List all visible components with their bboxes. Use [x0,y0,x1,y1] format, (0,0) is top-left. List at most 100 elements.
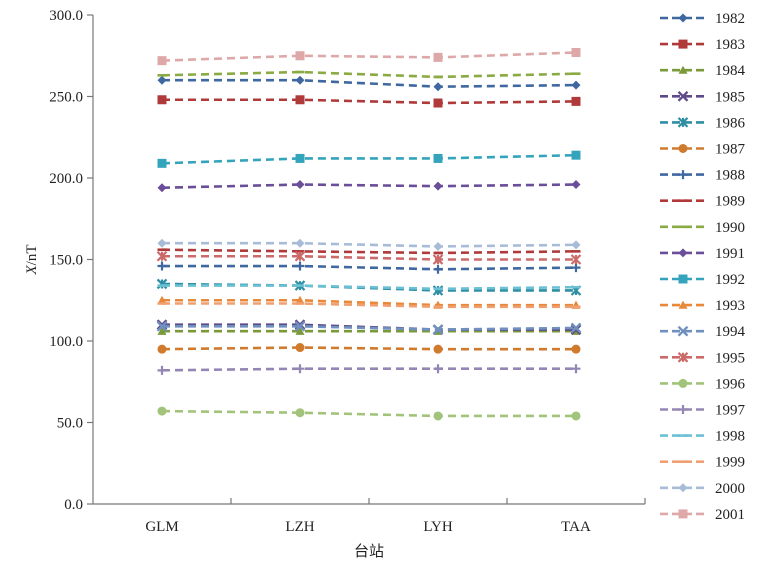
legend-marker [678,248,688,258]
data-point [433,98,443,108]
x-tick-label: TAA [561,519,591,535]
data-point [571,150,581,160]
legend-label: 1983 [715,37,745,53]
legend-label: 1987 [715,142,746,158]
chart-axes: 0.0 50.0 100.0 150.0 200.0 250.0 300.0 GLM LZH LY… [49,8,646,535]
data-point [295,238,305,248]
x-tick-label: LZH [285,519,314,535]
legend-item: 2001 [660,507,745,523]
legend-item: 2000 [660,481,745,497]
legend-label: 2000 [715,481,745,497]
data-point [294,320,306,332]
legend-marker [678,13,688,23]
legend-label: 1995 [715,350,745,366]
series-1982 [157,75,581,92]
series-line [161,346,576,351]
legend-marker [677,117,689,128]
data-point [295,95,305,105]
data-point [433,241,443,251]
data-point [295,51,305,61]
series-line [162,78,577,89]
series-1989 [157,248,581,255]
data-point [571,344,581,354]
series-1987 [157,343,581,354]
series-line [162,254,576,261]
legend-item: 1990 [660,220,745,236]
data-point [433,52,443,62]
series-1999 [157,302,581,309]
data-point [433,153,443,163]
series-line [161,409,576,418]
y-axis-title: X/nT [24,244,40,275]
data-point [156,320,168,332]
legend-item: 1987 [660,142,746,158]
series-1990 [157,70,581,79]
legend-item: 1993 [660,298,745,314]
legend-label: 2001 [715,507,745,523]
series-1988 [157,261,581,274]
data-point [156,250,168,262]
legend-label: 1984 [715,63,746,79]
series-1994 [156,320,582,335]
legend-marker [678,509,688,519]
data-point [157,261,167,271]
data-point [157,326,167,335]
legend-label: 1998 [715,429,745,445]
legend-item: 1992 [660,272,745,288]
series-line [161,70,577,79]
series-line [161,248,577,255]
data-point [570,254,582,265]
legend-marker [678,483,688,493]
legend-marker [678,300,688,309]
legend-item: 1996 [660,376,746,392]
legend-label: 1993 [715,298,745,314]
data-point [295,261,305,271]
legend-item: 1999 [660,455,745,471]
series-line [161,51,577,62]
data-point [156,278,168,290]
data-point [295,180,305,190]
series-line [162,298,576,307]
data-point [433,82,443,92]
legend-label: 1991 [715,246,745,262]
legend-item: 1982 [660,11,745,27]
data-point [433,181,443,191]
data-point [432,324,444,335]
series-line [162,325,577,331]
legend-item: 1984 [660,63,746,79]
series-1991 [157,180,581,193]
data-point [295,364,305,374]
x-axis-title: 台站 [354,542,384,560]
legend-label: 1999 [715,455,745,471]
y-tick-label: 150.0 [49,253,83,269]
series-1998 [157,284,581,291]
legend-item: 1998 [660,429,745,445]
legend-label: 1990 [715,220,745,236]
data-point [157,95,167,105]
series-1995 [156,250,582,265]
legend-marker [677,325,689,337]
y-tick-label: 0.0 [64,497,83,513]
legend-label: 1996 [715,376,746,392]
legend-marker [678,274,688,284]
legend-item: 1995 [660,350,745,366]
data-point [157,238,167,248]
data-point [433,364,443,374]
legend-item: 1988 [660,168,745,184]
series-2000 [157,238,581,251]
y-tick-label: 200.0 [49,171,83,187]
x-tick-label: GLM [145,519,178,535]
data-point [157,365,167,375]
legend-marker [678,170,688,180]
data-point [157,158,167,168]
data-point [571,80,581,90]
legend-marker [678,144,688,153]
series-line [161,367,576,372]
data-point [571,47,581,57]
series-1983 [157,95,581,108]
legend-label: 1997 [715,403,746,419]
legend-marker [677,352,689,363]
data-point [571,411,581,421]
data-point [571,263,581,273]
